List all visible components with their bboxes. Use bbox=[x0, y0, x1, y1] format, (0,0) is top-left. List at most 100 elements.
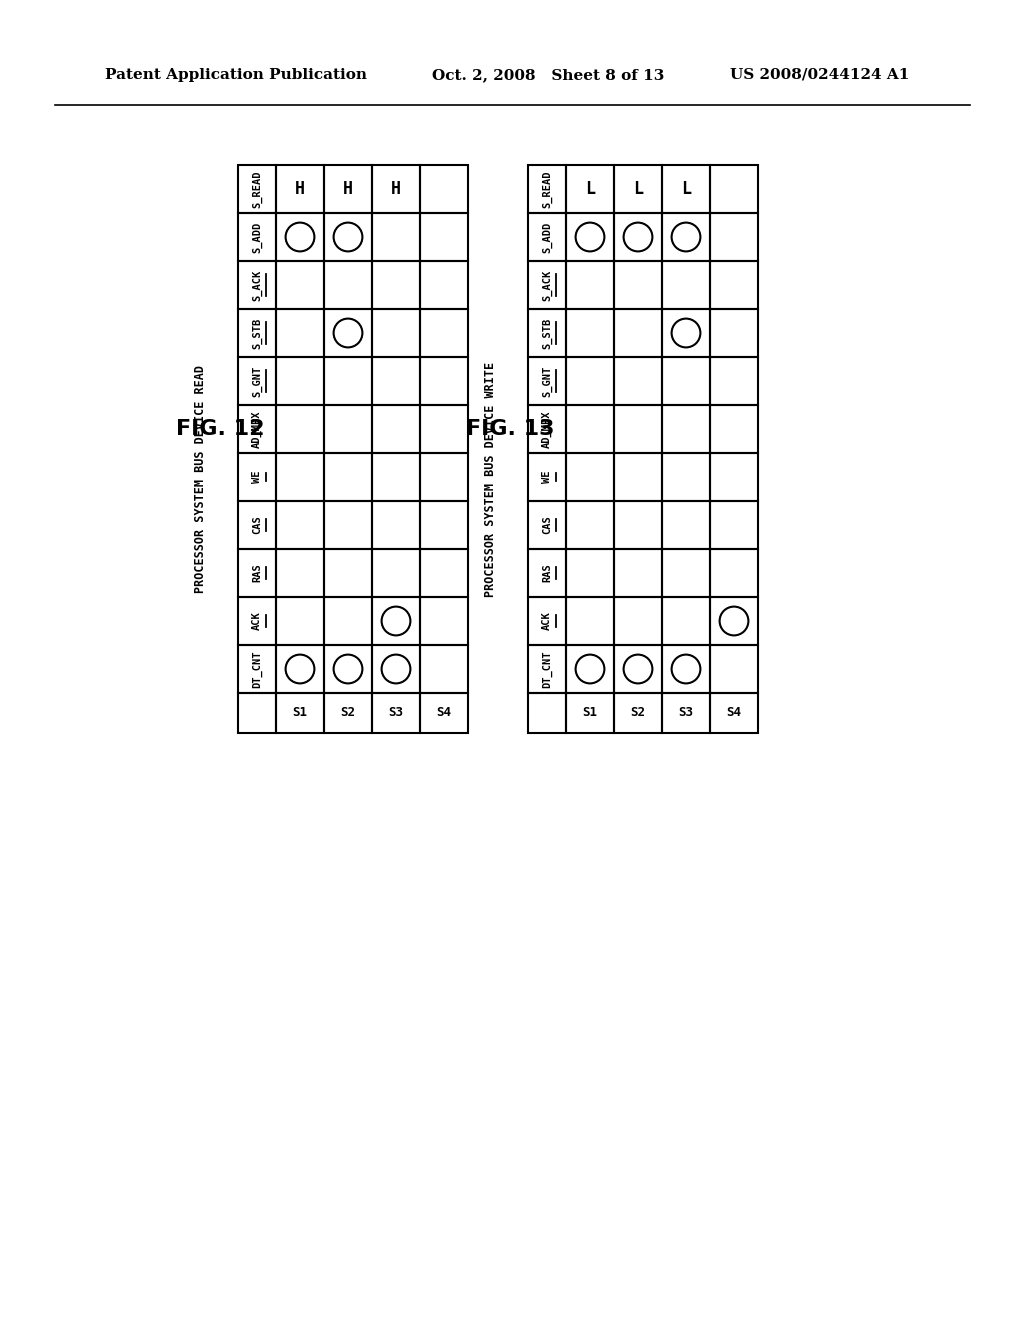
Bar bbox=[528, 453, 566, 502]
Bar bbox=[420, 309, 468, 356]
Bar bbox=[372, 356, 420, 405]
Text: AD_MPX: AD_MPX bbox=[252, 411, 262, 447]
Bar bbox=[238, 645, 276, 693]
Bar bbox=[324, 213, 372, 261]
Bar bbox=[372, 261, 420, 309]
Bar bbox=[528, 597, 566, 645]
Text: H: H bbox=[391, 180, 401, 198]
Bar bbox=[710, 502, 758, 549]
Bar bbox=[710, 309, 758, 356]
Text: S_READ: S_READ bbox=[542, 170, 552, 207]
Text: L: L bbox=[633, 180, 643, 198]
Bar bbox=[528, 356, 566, 405]
Bar bbox=[662, 645, 710, 693]
Bar bbox=[566, 213, 614, 261]
Bar bbox=[372, 213, 420, 261]
Bar bbox=[566, 645, 614, 693]
Bar bbox=[662, 356, 710, 405]
Text: Oct. 2, 2008   Sheet 8 of 13: Oct. 2, 2008 Sheet 8 of 13 bbox=[432, 69, 665, 82]
Bar bbox=[276, 165, 324, 213]
Bar bbox=[420, 693, 468, 733]
Text: S_GNT: S_GNT bbox=[252, 366, 262, 396]
Text: S4: S4 bbox=[436, 706, 452, 719]
Bar bbox=[710, 165, 758, 213]
Bar bbox=[324, 261, 372, 309]
Text: PROCESSOR SYSTEM BUS DEVICE WRITE: PROCESSOR SYSTEM BUS DEVICE WRITE bbox=[483, 362, 497, 597]
Bar bbox=[614, 165, 662, 213]
Bar bbox=[528, 165, 566, 213]
Bar bbox=[372, 165, 420, 213]
Text: H: H bbox=[295, 180, 305, 198]
Bar bbox=[662, 405, 710, 453]
Bar bbox=[238, 165, 276, 213]
Text: PROCESSOR SYSTEM BUS DEVICE READ: PROCESSOR SYSTEM BUS DEVICE READ bbox=[194, 366, 207, 593]
Text: S_READ: S_READ bbox=[252, 170, 262, 207]
Bar bbox=[614, 213, 662, 261]
Bar bbox=[324, 693, 372, 733]
Bar bbox=[324, 356, 372, 405]
Bar bbox=[372, 453, 420, 502]
Text: S3: S3 bbox=[679, 706, 693, 719]
Bar bbox=[528, 213, 566, 261]
Bar bbox=[276, 597, 324, 645]
Bar bbox=[662, 213, 710, 261]
Bar bbox=[324, 309, 372, 356]
Bar bbox=[420, 213, 468, 261]
Bar bbox=[528, 549, 566, 597]
Bar bbox=[420, 165, 468, 213]
Bar bbox=[662, 261, 710, 309]
Bar bbox=[662, 693, 710, 733]
Text: US 2008/0244124 A1: US 2008/0244124 A1 bbox=[730, 69, 909, 82]
Bar bbox=[420, 597, 468, 645]
Text: ACK: ACK bbox=[542, 611, 552, 631]
Bar bbox=[276, 693, 324, 733]
Bar bbox=[324, 165, 372, 213]
Bar bbox=[528, 502, 566, 549]
Bar bbox=[710, 693, 758, 733]
Bar bbox=[238, 693, 276, 733]
Bar bbox=[566, 405, 614, 453]
Bar bbox=[238, 549, 276, 597]
Bar bbox=[566, 549, 614, 597]
Bar bbox=[238, 261, 276, 309]
Bar bbox=[710, 213, 758, 261]
Text: S_ACK: S_ACK bbox=[542, 269, 552, 301]
Text: DT_CNT: DT_CNT bbox=[252, 651, 262, 688]
Bar bbox=[614, 549, 662, 597]
Bar bbox=[710, 405, 758, 453]
Bar bbox=[566, 502, 614, 549]
Bar bbox=[238, 356, 276, 405]
Text: WE: WE bbox=[252, 471, 262, 483]
Bar bbox=[614, 405, 662, 453]
Bar bbox=[372, 405, 420, 453]
Bar bbox=[614, 453, 662, 502]
Bar bbox=[710, 645, 758, 693]
Text: S_STB: S_STB bbox=[252, 317, 262, 348]
Bar bbox=[276, 502, 324, 549]
Bar bbox=[238, 213, 276, 261]
Bar bbox=[528, 261, 566, 309]
Text: S2: S2 bbox=[341, 706, 355, 719]
Bar bbox=[566, 165, 614, 213]
Bar bbox=[566, 597, 614, 645]
Bar bbox=[662, 502, 710, 549]
Bar bbox=[566, 453, 614, 502]
Text: S1: S1 bbox=[583, 706, 597, 719]
Bar bbox=[420, 549, 468, 597]
Text: S_STB: S_STB bbox=[542, 317, 552, 348]
Bar bbox=[528, 645, 566, 693]
Bar bbox=[710, 549, 758, 597]
Bar bbox=[662, 597, 710, 645]
Bar bbox=[324, 405, 372, 453]
Text: S3: S3 bbox=[388, 706, 403, 719]
Bar bbox=[420, 261, 468, 309]
Text: S4: S4 bbox=[726, 706, 741, 719]
Text: FIG. 13: FIG. 13 bbox=[466, 418, 554, 440]
Bar bbox=[324, 502, 372, 549]
Bar bbox=[238, 453, 276, 502]
Bar bbox=[614, 693, 662, 733]
Bar bbox=[614, 597, 662, 645]
Bar bbox=[566, 261, 614, 309]
Bar bbox=[662, 309, 710, 356]
Bar bbox=[276, 213, 324, 261]
